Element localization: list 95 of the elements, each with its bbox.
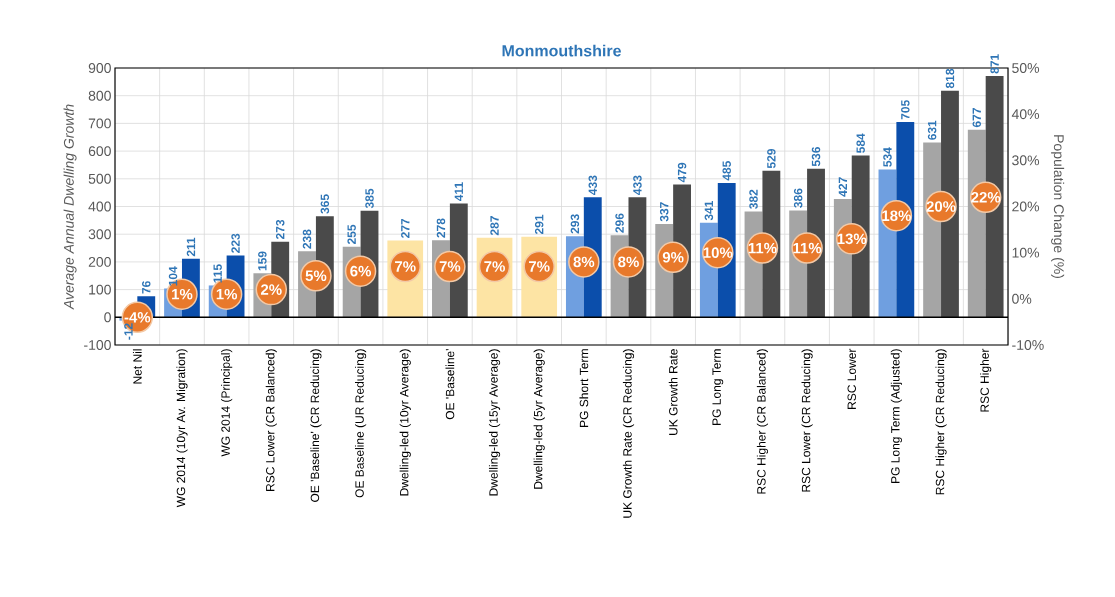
y2-tick-label: 20% (1012, 201, 1040, 212)
data-label: 529 (767, 149, 776, 169)
data-label: 6% (350, 265, 372, 277)
data-label: 238 (302, 229, 312, 249)
x-tick-label: UK Growth Rate (CR Reducing) (622, 349, 635, 518)
data-label: 5% (305, 270, 327, 282)
data-label: -12 (124, 323, 133, 340)
x-tick-label: OE Baseline (UR Reducing) (355, 349, 367, 498)
data-label: 7% (439, 261, 461, 272)
data-label: 76 (142, 281, 151, 294)
x-tick-label: RSC Lower (CR Balanced) (265, 349, 277, 491)
data-label: 382 (749, 189, 758, 209)
data-label: 341 (704, 200, 714, 221)
data-label: -4% (124, 312, 151, 323)
y-tick-label: 300 (88, 229, 111, 240)
y-tick-label: 200 (88, 256, 111, 267)
y2-tick-label: 10% (1012, 247, 1040, 258)
data-label: 104 (168, 266, 178, 286)
data-label: 871 (990, 54, 999, 74)
data-label: 273 (275, 219, 285, 240)
data-label: 705 (901, 100, 910, 120)
y-tick-label: 400 (88, 201, 111, 212)
x-tick-label: WG 2014 (10yr Av. Migration) (176, 349, 188, 508)
y-tick-label: 800 (88, 90, 111, 101)
data-label: 818 (945, 68, 955, 89)
y-tick-label: 100 (89, 284, 111, 295)
x-tick-label: UK Growth Rate (668, 349, 678, 435)
y-tick-label: -100 (84, 340, 111, 350)
data-label: 291 (534, 214, 544, 235)
data-label: 277 (401, 218, 410, 238)
data-label: 2% (260, 284, 282, 295)
data-label: 287 (490, 216, 499, 236)
data-label: 365 (320, 194, 330, 214)
y2-tick-label: 50% (1012, 63, 1040, 73)
y-tick-label: 0 (104, 312, 111, 323)
y2-axis-title: Population Change (%) (1051, 135, 1065, 278)
y2-tick-label: 0% (1012, 293, 1032, 304)
x-tick-label: Dwelling-led (15yr Average) (488, 349, 501, 496)
data-label: 18% (882, 210, 911, 222)
chart-title: Monmouthshire (502, 44, 621, 57)
y2-tick-label: 40% (1011, 109, 1040, 120)
data-label: 8% (618, 256, 639, 268)
data-label: 11% (748, 242, 777, 254)
data-label: 536 (811, 147, 821, 167)
data-label: 479 (677, 162, 687, 183)
data-label: 159 (258, 251, 267, 271)
data-label: 1% (172, 288, 193, 300)
data-label: 255 (347, 224, 356, 245)
x-tick-label: OE 'Baseline' (445, 349, 455, 420)
data-label: 296 (615, 213, 624, 233)
y-tick-label: 500 (88, 173, 111, 184)
x-tick-label: RSC Higher (CR Balanced) (756, 349, 769, 494)
data-label: 9% (662, 251, 684, 263)
y2-tick-label: -10% (1012, 340, 1044, 350)
x-tick-label: PG Long Term (712, 349, 724, 425)
data-label: 1% (216, 288, 238, 300)
x-tick-label: Dwelling-led (10yr Average) (399, 349, 411, 496)
x-tick-label: WG 2014 (Principal) (221, 349, 233, 457)
data-label: 433 (588, 175, 598, 195)
data-label: 211 (186, 237, 196, 257)
data-label: 631 (927, 120, 937, 140)
data-label: 278 (436, 218, 446, 238)
data-label: 7% (528, 261, 550, 272)
data-label: 223 (231, 233, 240, 253)
x-tick-label: PG Short Term (579, 349, 589, 427)
data-label: 386 (793, 188, 803, 208)
data-label: 411 (454, 182, 463, 202)
data-label: 20% (926, 201, 956, 212)
x-tick-label: RSC Lower (847, 348, 856, 409)
data-label: 11% (793, 242, 822, 254)
y-tick-label: 600 (88, 146, 111, 157)
data-label: 534 (883, 147, 892, 167)
data-label: 433 (633, 175, 642, 195)
data-label: 115 (213, 264, 222, 283)
data-label: 293 (570, 214, 580, 234)
data-label: 7% (484, 261, 505, 272)
y2-tick-label: 30% (1012, 155, 1040, 166)
data-label: 677 (972, 108, 981, 128)
data-label: 8% (573, 256, 595, 268)
data-label: 485 (722, 161, 731, 181)
x-tick-label: RSC Higher (980, 348, 992, 412)
x-tick-label: Net Nil (132, 349, 142, 384)
x-tick-label: RSC Higher (CR Reducing) (935, 349, 947, 495)
y-axis-title: Average Annual Dwelling Growth (63, 104, 77, 310)
data-label: 427 (838, 177, 847, 197)
x-tick-label: Dwelling-led (5yr Average) (533, 349, 545, 489)
x-tick-label: PG Long Term (Adjusted) (890, 349, 902, 483)
y-tick-label: 900 (88, 63, 111, 73)
x-tick-label: RSC Lower (CR Reducing) (801, 349, 813, 492)
data-label: 385 (365, 188, 374, 209)
x-tick-label: OE 'Baseline' (CR Reducing) (310, 349, 322, 502)
data-label: 7% (395, 261, 416, 272)
data-label: 337 (659, 202, 669, 222)
data-label: 584 (856, 133, 865, 153)
y-tick-label: 700 (88, 118, 111, 129)
